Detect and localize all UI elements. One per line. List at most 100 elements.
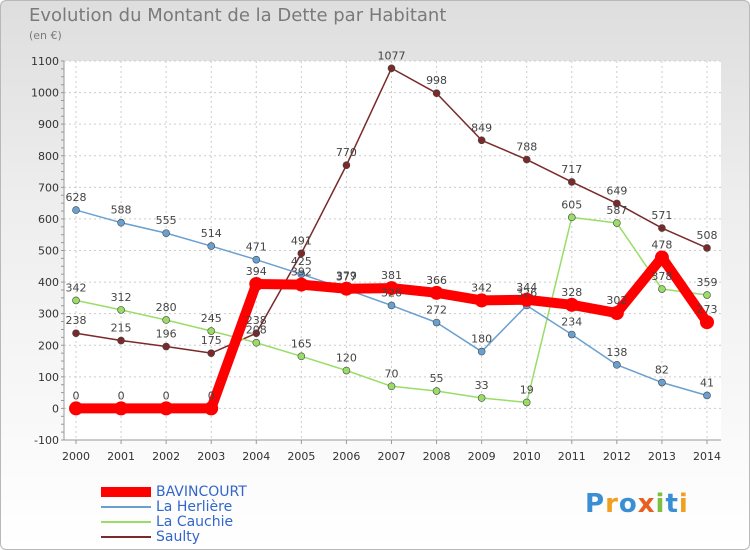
data-label: 326 [381, 286, 402, 299]
data-point [703, 291, 711, 299]
data-label: 588 [111, 204, 132, 217]
x-tick-label: 2005 [287, 450, 315, 463]
logo-letter: t [665, 489, 679, 519]
legend-swatch [101, 506, 151, 508]
data-point [703, 391, 711, 400]
data-label: 587 [606, 204, 627, 217]
y-tick-label: 100 [38, 371, 59, 384]
data-label: 245 [201, 312, 222, 325]
x-tick-label: 2004 [242, 450, 270, 463]
data-label: 238 [246, 314, 267, 327]
data-point [297, 249, 306, 258]
x-tick-label: 2002 [152, 450, 180, 463]
data-point [613, 361, 621, 369]
data-point [72, 296, 80, 305]
data-point [567, 330, 576, 339]
x-tick-label: 2010 [513, 450, 541, 463]
data-label: 238 [66, 314, 87, 327]
data-point [522, 398, 531, 407]
data-label: 605 [561, 198, 582, 211]
logo-letter: x [637, 489, 656, 519]
data-label: 165 [291, 337, 312, 350]
x-tick-label: 2013 [648, 450, 676, 463]
x-tick-label: 2009 [468, 450, 496, 463]
data-label: 628 [66, 191, 87, 204]
legend: BAVINCOURT La Herlière La Cauchie Saulty [101, 485, 361, 545]
data-point [162, 342, 170, 351]
x-tick-label: 2003 [197, 450, 225, 463]
data-point [117, 336, 125, 345]
y-tick-label: -100 [34, 434, 59, 447]
y-tick-label: 800 [38, 150, 59, 163]
data-label: 138 [606, 346, 627, 359]
data-label: 272 [426, 304, 447, 317]
data-point [387, 301, 396, 310]
data-point [117, 306, 125, 314]
legend-swatch [101, 536, 151, 538]
data-label: 770 [336, 146, 357, 159]
data-point [342, 161, 351, 170]
data-label: 471 [246, 241, 267, 254]
data-point [117, 218, 125, 227]
data-point [294, 277, 309, 292]
data-label: 379 [336, 270, 357, 283]
data-label: 0 [208, 389, 215, 402]
data-point [207, 242, 216, 250]
logo-letter: P [585, 489, 606, 519]
legend-label: La Cauchie [156, 514, 234, 530]
y-tick-label: 200 [38, 339, 59, 352]
data-label: 394 [246, 265, 267, 278]
data-point [658, 378, 666, 387]
data-label: 82 [655, 364, 669, 377]
data-point [474, 293, 489, 308]
data-point [613, 219, 621, 227]
legend-label: La Herlière [156, 499, 233, 515]
data-point [658, 285, 666, 293]
data-point [609, 306, 624, 321]
data-point [162, 229, 170, 237]
data-point [207, 349, 216, 357]
data-label: 280 [156, 301, 177, 314]
data-point [72, 329, 80, 338]
data-label: 377 [336, 270, 357, 283]
data-point [703, 244, 711, 252]
x-tick-label: 2008 [423, 450, 451, 463]
data-label: 0 [163, 389, 170, 402]
data-point [429, 285, 444, 300]
data-label: 302 [606, 294, 627, 307]
data-label: 273 [697, 303, 718, 316]
data-label: 717 [561, 163, 582, 176]
x-tick-label: 2007 [378, 450, 406, 463]
data-label: 998 [426, 74, 447, 87]
legend-item: La Cauchie [101, 515, 361, 530]
data-label: 312 [111, 291, 132, 304]
y-tick-label: 700 [38, 181, 59, 194]
data-point [700, 315, 714, 330]
x-tick-label: 2012 [603, 450, 631, 463]
data-point [477, 394, 486, 402]
data-point [567, 213, 576, 222]
data-label: 0 [118, 389, 125, 402]
data-label: 0 [73, 389, 80, 402]
logo-letter: r [605, 489, 619, 519]
data-point [297, 352, 306, 361]
data-label: 478 [651, 238, 672, 251]
data-label: 344 [516, 281, 537, 294]
logo-letter: o [618, 489, 638, 519]
data-point [658, 224, 666, 232]
data-label: 234 [561, 316, 582, 329]
data-label: 555 [156, 214, 177, 227]
data-label: 55 [430, 372, 444, 385]
data-point [249, 276, 264, 291]
x-tick-label: 2006 [332, 450, 360, 463]
y-tick-label: 400 [38, 276, 59, 289]
y-tick-label: 900 [38, 118, 59, 131]
data-label: 120 [336, 352, 357, 365]
x-tick-label: 2014 [693, 450, 721, 463]
logo-letter: i [678, 489, 689, 519]
y-tick-label: 500 [38, 245, 59, 258]
data-label: 180 [471, 333, 492, 346]
data-point [519, 292, 534, 307]
data-point [432, 89, 441, 98]
